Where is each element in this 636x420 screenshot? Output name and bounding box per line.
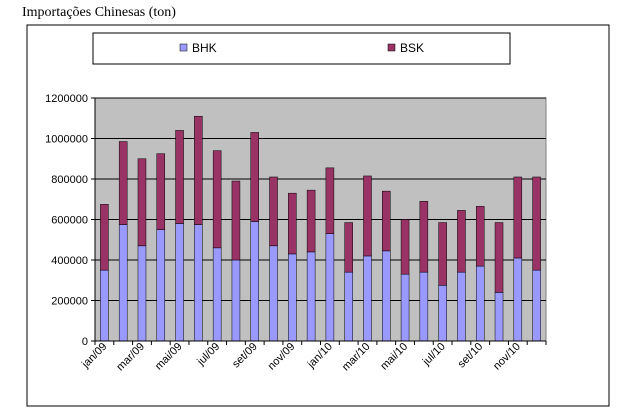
bar-bsk-mai-10 — [400, 219, 410, 275]
bar-bhk-out-10 — [494, 292, 504, 342]
y-tick-label: 1200000 — [45, 93, 88, 105]
bar-bsk-jan-09 — [100, 204, 109, 271]
bar-bhk-jul-10 — [438, 285, 447, 342]
bar-bsk-jul-10 — [438, 222, 447, 286]
bar-bsk-fev-09 — [118, 141, 128, 225]
bar-bsk-jun-10 — [419, 201, 429, 273]
legend-swatch-bsk — [387, 43, 396, 52]
bar-bsk-jan-10 — [325, 167, 335, 234]
grid-lines — [95, 97, 546, 301]
bar-bhk-mai-09 — [175, 223, 184, 342]
y-tick-label: 400000 — [51, 255, 88, 267]
bar-bhk-abr-09 — [156, 229, 166, 342]
bar-bsk-nov-09 — [288, 192, 297, 255]
bar-bhk-mar-10 — [363, 255, 372, 342]
bar-bhk-fev-10 — [344, 271, 353, 342]
bar-bsk-mai-09 — [175, 130, 184, 224]
bar-bsk-jul-09 — [212, 150, 222, 249]
bar-bhk-jan-10 — [325, 233, 335, 342]
bar-bhk-nov-10 — [513, 257, 523, 342]
y-tick-label: 0 — [82, 336, 88, 348]
bar-bsk-fev-10 — [344, 222, 353, 273]
bar-bsk-dez-10 — [532, 176, 541, 271]
bar-bsk-out-10 — [494, 222, 504, 293]
y-tick-label: 1000000 — [45, 134, 88, 146]
bar-bhk-ago-10 — [457, 271, 466, 342]
legend-box — [92, 32, 511, 65]
legend-label-bsk: BSK — [400, 41, 424, 55]
bar-bsk-ago-10 — [457, 210, 466, 273]
bar-bhk-jul-09 — [212, 247, 222, 342]
bar-bsk-dez-09 — [306, 189, 316, 253]
bar-bsk-out-09 — [269, 176, 278, 247]
y-tick-label: 600000 — [51, 215, 88, 227]
bar-bhk-jan-09 — [100, 269, 109, 342]
legend-swatch-bhk — [179, 43, 188, 52]
bar-bsk-mar-09 — [137, 158, 147, 247]
bar-bhk-set-10 — [475, 265, 485, 342]
legend-label-bhk: BHK — [192, 41, 217, 55]
y-tick-label: 800000 — [51, 174, 88, 186]
bar-bsk-jun-09 — [194, 115, 203, 225]
bar-bhk-fev-09 — [118, 224, 128, 342]
bar-bsk-set-10 — [475, 206, 485, 267]
bar-bhk-abr-10 — [382, 250, 391, 342]
bar-bhk-nov-09 — [288, 253, 297, 342]
page-title: Importações Chinesas (ton) — [22, 5, 176, 20]
y-tick-label: 200000 — [51, 296, 88, 308]
bar-bsk-abr-10 — [382, 190, 391, 252]
bar-bhk-out-09 — [269, 245, 278, 342]
bar-bhk-dez-10 — [532, 269, 541, 342]
bar-bsk-ago-09 — [231, 180, 241, 261]
bar-bhk-ago-09 — [231, 259, 241, 342]
bar-bsk-nov-10 — [513, 176, 523, 259]
bar-bsk-mar-10 — [363, 175, 372, 257]
bar-bsk-abr-09 — [156, 153, 166, 230]
bar-bhk-jun-09 — [194, 224, 203, 342]
bar-bsk-set-09 — [250, 132, 259, 222]
bar-bhk-dez-09 — [306, 251, 316, 342]
bar-bhk-mai-10 — [400, 273, 410, 342]
bar-bhk-set-09 — [250, 221, 259, 342]
bar-bhk-jun-10 — [419, 271, 429, 342]
bar-bhk-mar-09 — [137, 245, 147, 342]
bars — [100, 115, 541, 342]
